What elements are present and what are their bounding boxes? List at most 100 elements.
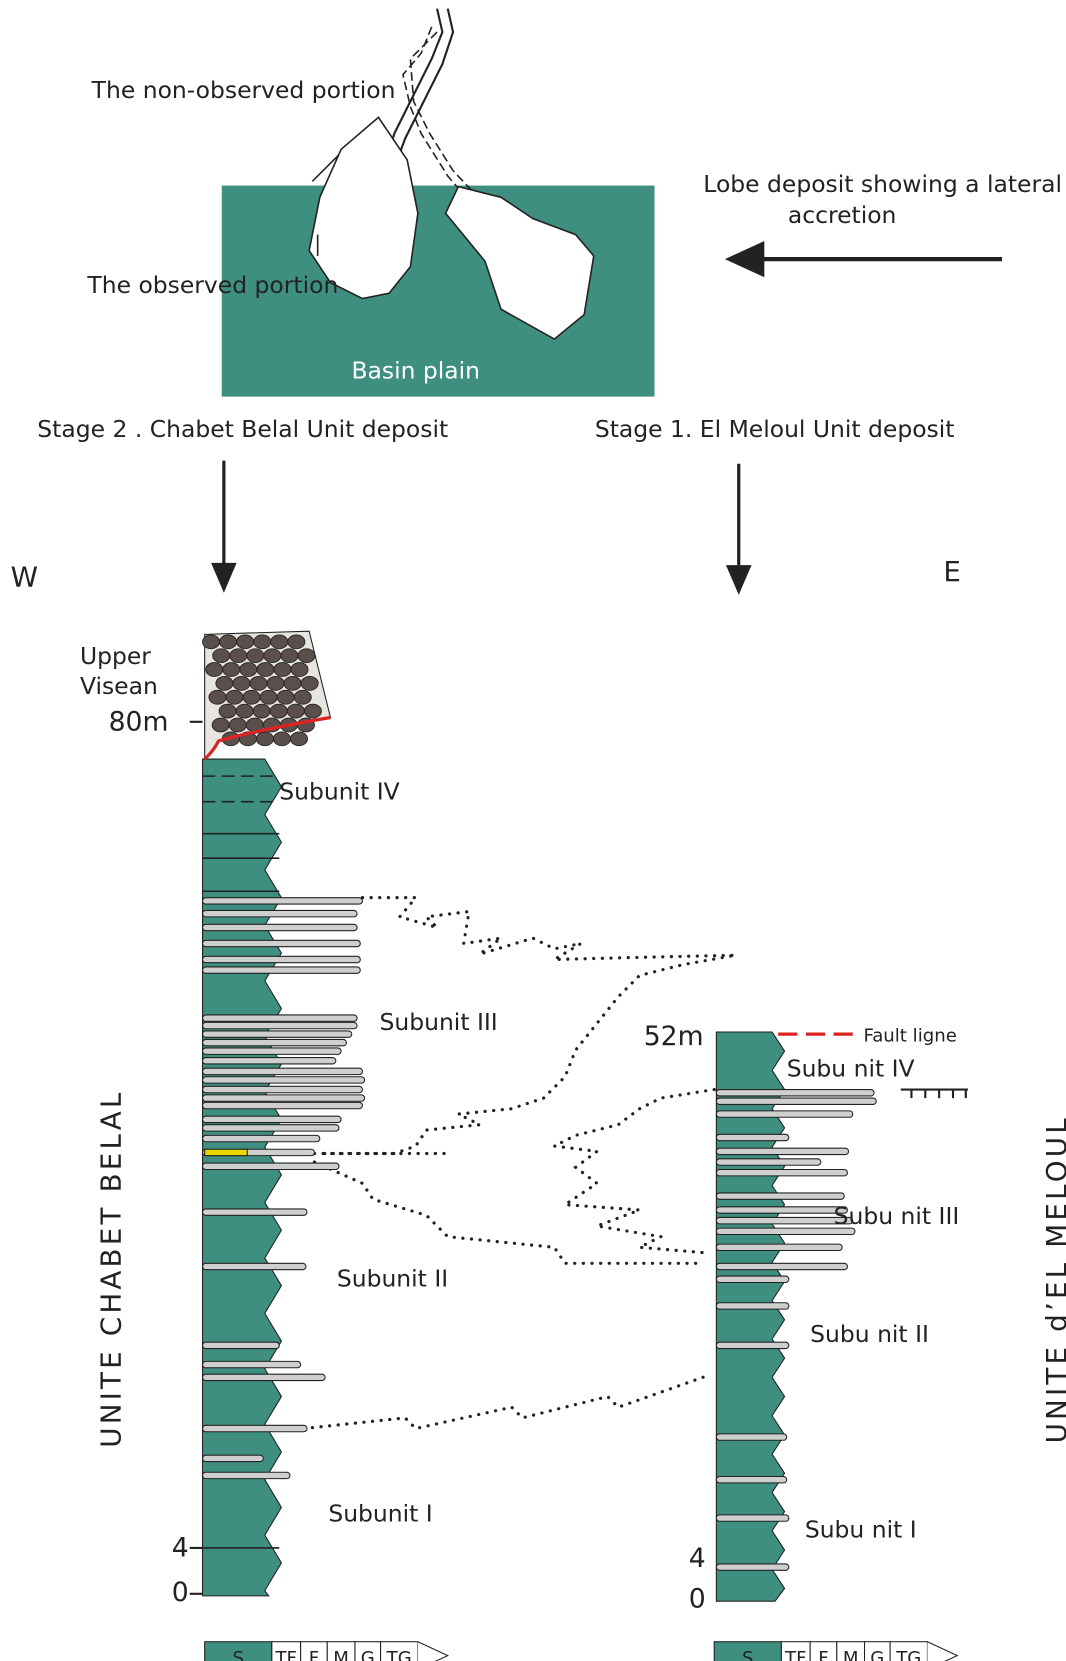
sandstone-bed <box>716 1276 788 1282</box>
sandstone-bed <box>716 1303 788 1309</box>
label: The non-observed portion <box>91 76 396 104</box>
pebble <box>216 676 233 690</box>
sandstone-bed <box>716 1193 844 1199</box>
marker-bed <box>205 1149 248 1155</box>
sandstone-bed <box>203 1455 264 1461</box>
legend-label: S <box>233 1648 245 1661</box>
sandstone-bed <box>203 1263 306 1269</box>
pebble <box>243 690 260 704</box>
pebble <box>206 663 223 677</box>
sandstone-bed <box>716 1244 842 1250</box>
pebble <box>260 690 277 704</box>
pebble <box>281 649 298 663</box>
pebble <box>267 676 284 690</box>
sandstone-bed <box>203 1342 280 1348</box>
sandstone-bed <box>203 956 361 962</box>
sandstone-bed <box>716 1434 786 1440</box>
pebble <box>298 649 315 663</box>
pebble <box>257 663 274 677</box>
pebble <box>240 663 257 677</box>
legend-label: S <box>742 1648 754 1661</box>
depth: 0 <box>172 1577 189 1608</box>
sandstone-bed <box>716 1217 852 1223</box>
sandstone-bed <box>203 1209 307 1215</box>
sandstone-bed <box>203 898 363 904</box>
sandstone-bed <box>203 1361 301 1367</box>
subunit: Subunit IV <box>279 778 399 806</box>
sandstone-bed <box>203 1374 326 1380</box>
sandstone-bed <box>203 924 358 930</box>
depth: 0 <box>689 1584 706 1615</box>
sandstone-bed <box>716 1148 848 1154</box>
sandstone-bed <box>716 1515 788 1521</box>
depth: 80m <box>109 706 169 737</box>
sandstone-bed <box>203 1116 342 1122</box>
pebble <box>213 649 230 663</box>
subunit: Subunit III <box>379 1008 497 1036</box>
subunit: Subunit II <box>337 1265 448 1293</box>
pebble <box>287 704 304 718</box>
pebble <box>253 704 270 718</box>
sandstone-bed <box>716 1098 876 1104</box>
legend-label: M <box>333 1648 349 1661</box>
subunit: Subu nit IV <box>787 1055 915 1083</box>
pebble <box>203 635 220 649</box>
sandstone-bed <box>203 1425 307 1431</box>
sandstone-bed <box>203 1102 363 1108</box>
sandstone-bed <box>203 1125 339 1131</box>
legend-arrow <box>418 1642 448 1661</box>
pebble <box>226 690 243 704</box>
tick <box>190 722 203 1594</box>
pebble <box>247 649 264 663</box>
pebble <box>237 635 254 649</box>
stage: Stage 2 . Chabet Belal Unit deposit <box>37 415 448 443</box>
pebble <box>229 718 246 732</box>
arrow <box>211 563 751 595</box>
sandstone-bed <box>716 1564 788 1570</box>
sandstone-bed <box>203 940 361 946</box>
legend-label: TG <box>386 1648 412 1661</box>
sandstone-bed <box>203 910 358 916</box>
sandstone-bed <box>716 1134 788 1140</box>
sandstone-bed <box>716 1476 786 1482</box>
depth: 52m <box>644 1021 704 1052</box>
arrow <box>725 241 764 277</box>
sandstone-bed <box>716 1263 847 1269</box>
pebble <box>291 663 308 677</box>
pebble <box>219 704 236 718</box>
column-title: UNITE d’EL MELOUL <box>1040 1115 1066 1443</box>
legend-label: G <box>361 1648 375 1661</box>
pebble <box>290 732 307 746</box>
sandstone-bed <box>716 1159 820 1165</box>
sandstone-bed <box>203 1039 347 1045</box>
pebble <box>277 690 294 704</box>
column-title: UNITE CHABET BELAL <box>94 1089 127 1447</box>
sandstone-bed <box>716 1169 847 1175</box>
pebble <box>250 676 267 690</box>
sandstone-bed <box>203 1095 365 1101</box>
pebble <box>209 690 226 704</box>
sandstone-bed <box>203 1086 363 1092</box>
label: Basin plain <box>351 357 480 385</box>
legend-label: F <box>309 1648 319 1661</box>
pebble <box>230 649 247 663</box>
pebble <box>304 704 321 718</box>
sandstone-bed <box>203 1048 342 1054</box>
sandstone-bed <box>716 1342 788 1348</box>
depth: 4 <box>689 1543 706 1574</box>
pebble <box>236 704 253 718</box>
label: Lobe deposit showing a lateral <box>703 170 1062 198</box>
sandstone-bed <box>203 967 361 973</box>
stage: Stage 1. El Meloul Unit deposit <box>595 415 955 443</box>
pebble <box>270 704 287 718</box>
legend-arrow <box>927 1642 957 1661</box>
legend-label: G <box>870 1648 884 1661</box>
pebble <box>212 718 229 732</box>
sandstone-bed <box>203 1015 358 1021</box>
pebble <box>220 635 237 649</box>
sandstone-bed <box>203 1068 363 1074</box>
age: Upper <box>80 642 151 670</box>
fault-ticks <box>901 1090 968 1099</box>
direction: E <box>943 555 961 588</box>
subunit: Subunit I <box>328 1499 432 1527</box>
